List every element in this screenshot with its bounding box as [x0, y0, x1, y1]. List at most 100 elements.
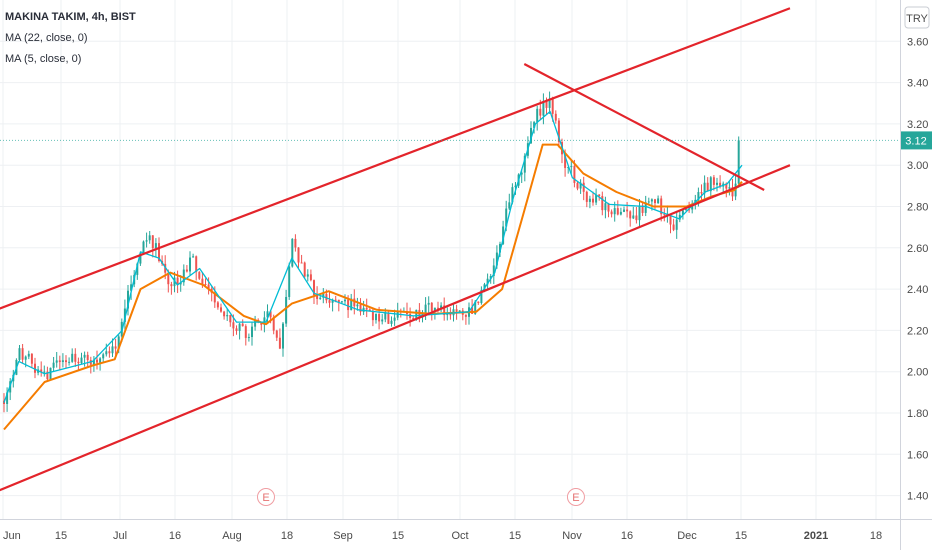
- candle-body: [706, 182, 709, 192]
- candle-body: [598, 194, 601, 197]
- candle-body: [551, 98, 554, 114]
- ma-short-line: [3, 110, 743, 403]
- candle-body: [601, 196, 604, 211]
- candle-body: [678, 214, 681, 220]
- candle-body: [80, 357, 83, 364]
- candle-body: [474, 301, 477, 314]
- x-tick-label: 18: [281, 530, 293, 542]
- candle-body: [52, 362, 55, 368]
- candle-body: [716, 182, 718, 185]
- candle-body: [703, 182, 706, 194]
- legend-title: MAKINA TAKIM, 4h, BIST: [5, 11, 136, 23]
- candle-body: [539, 108, 542, 116]
- x-tick-label: 2021: [804, 530, 828, 542]
- x-tick-label: 15: [55, 530, 67, 542]
- candle-body: [520, 172, 523, 175]
- candle-body: [151, 235, 154, 249]
- candle-body: [430, 302, 433, 312]
- candle-body: [232, 322, 235, 329]
- candle-body: [530, 127, 532, 144]
- candle-body: [154, 243, 157, 249]
- candle-body: [505, 208, 508, 227]
- candle-body: [514, 185, 517, 188]
- candle-body: [278, 337, 281, 349]
- candle-body: [347, 299, 350, 311]
- candle-body: [319, 297, 322, 299]
- candle-body: [30, 353, 33, 364]
- legend-ma-long: MA (22, close, 0): [5, 32, 88, 44]
- candle-body: [433, 307, 436, 312]
- candle-body: [27, 353, 30, 357]
- candle-body: [650, 199, 653, 202]
- candle-body: [21, 348, 24, 360]
- candle-body: [523, 155, 526, 173]
- candle-body: [288, 266, 291, 297]
- candle-body: [40, 369, 43, 373]
- candle-body: [170, 284, 173, 287]
- moving-average-layer: [3, 110, 743, 431]
- candle-body: [6, 392, 9, 404]
- candle-body: [353, 298, 356, 307]
- candle-body: [139, 252, 142, 264]
- candle-body: [681, 210, 684, 215]
- candle-body: [55, 360, 58, 363]
- candle-body: [647, 201, 650, 203]
- candle-body: [365, 307, 368, 310]
- candle-body: [368, 309, 371, 311]
- candle-body: [712, 177, 715, 185]
- candle-body: [316, 295, 319, 299]
- candle-body: [313, 280, 315, 296]
- candle-body: [269, 311, 272, 318]
- event-marker-label: E: [262, 492, 269, 504]
- candle-body: [623, 209, 625, 212]
- candle-body: [136, 263, 139, 275]
- candle-body: [595, 194, 598, 203]
- candle-body: [554, 113, 557, 121]
- candle-body: [158, 243, 160, 261]
- x-tick-label: Sep: [333, 530, 353, 542]
- candle-body: [458, 310, 461, 312]
- candle-body: [58, 360, 61, 363]
- candle-body: [18, 348, 21, 360]
- candle-body: [328, 300, 331, 303]
- candle-body: [545, 100, 548, 108]
- candle-body: [511, 187, 514, 203]
- candle-body: [235, 328, 238, 331]
- event-marker-icon: [256, 488, 275, 506]
- candle-body: [24, 356, 27, 360]
- candle-body: [626, 209, 629, 212]
- candle-body: [185, 269, 188, 272]
- candle-body: [685, 209, 687, 211]
- candle-body: [117, 336, 120, 349]
- candle-body: [77, 361, 80, 364]
- candle-body: [105, 351, 108, 355]
- candle-body: [325, 294, 328, 301]
- candle-body: [644, 202, 647, 213]
- candle-body: [564, 154, 567, 168]
- candle-body: [387, 312, 390, 324]
- candle-body: [220, 307, 222, 312]
- candle-body: [725, 183, 728, 189]
- candle-body: [542, 100, 545, 116]
- candle-body: [607, 203, 610, 212]
- candle-body: [309, 274, 312, 281]
- currency-badge[interactable]: TRY: [904, 6, 930, 29]
- candle-body: [204, 283, 207, 285]
- y-tick-label: 2.20: [907, 325, 928, 337]
- candle-body: [83, 354, 86, 358]
- y-tick-label: 1.40: [907, 491, 928, 503]
- candle-body: [238, 323, 241, 331]
- candle-body: [629, 211, 632, 219]
- y-tick-label: 3.60: [907, 36, 928, 48]
- candles-layer: [3, 91, 740, 413]
- candle-body: [213, 292, 216, 303]
- x-tick-label: Jun: [3, 530, 21, 542]
- candle-body: [489, 276, 492, 279]
- candle-body: [34, 363, 36, 373]
- candle-body: [291, 238, 294, 267]
- candle-body: [731, 187, 734, 197]
- candle-body: [576, 182, 579, 189]
- x-tick-label: 15: [735, 530, 747, 542]
